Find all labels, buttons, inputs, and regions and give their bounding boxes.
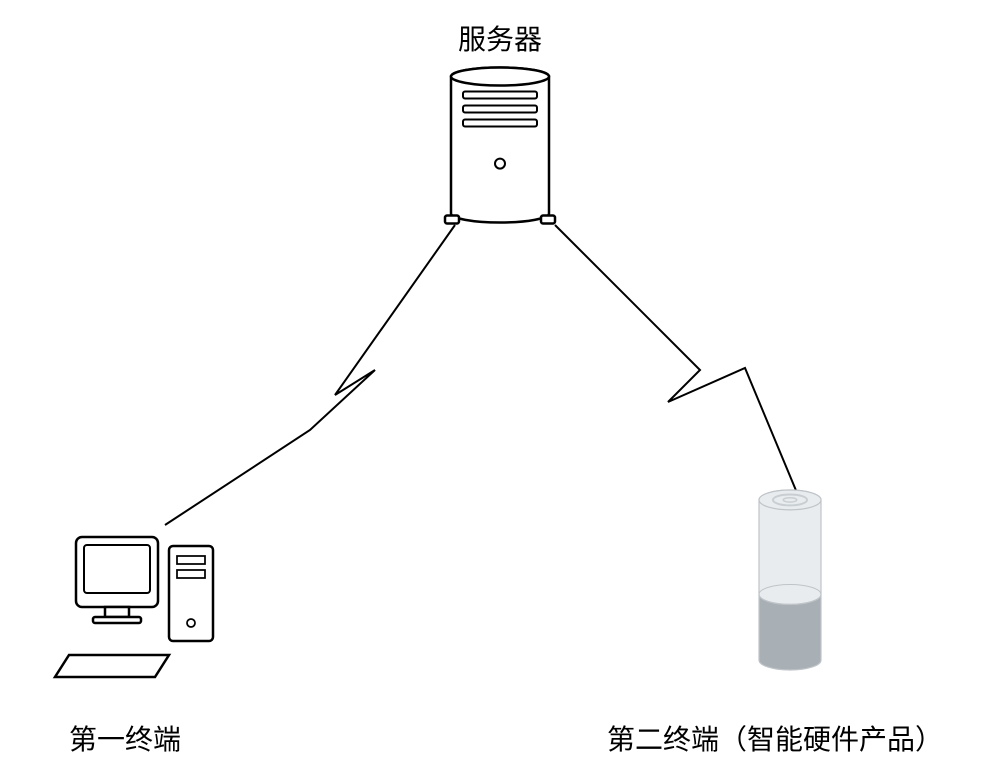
label-server-text: 服务器 [458, 25, 542, 56]
label-terminal2-text: 第二终端（智能硬件产品） [607, 725, 943, 756]
label-terminal1: 第一终端 [69, 718, 181, 758]
label-terminal1-text: 第一终端 [69, 725, 181, 756]
label-terminal2: 第二终端（智能硬件产品） [607, 718, 943, 758]
speaker-icon [759, 490, 821, 670]
label-server: 服务器 [458, 18, 542, 58]
server-icon [445, 68, 555, 224]
link-left [165, 225, 455, 525]
link-right [555, 225, 800, 500]
pc-icon [55, 537, 213, 677]
diagram-canvas [0, 0, 1000, 776]
